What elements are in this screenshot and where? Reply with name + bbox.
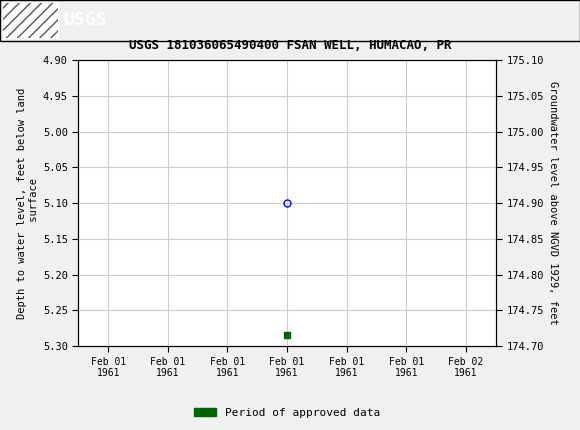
Y-axis label: Groundwater level above NGVD 1929, feet: Groundwater level above NGVD 1929, feet <box>548 81 558 325</box>
Bar <box>3 3 58 37</box>
Y-axis label: Depth to water level, feet below land
 surface: Depth to water level, feet below land su… <box>17 88 39 319</box>
Legend: Period of approved data: Period of approved data <box>190 403 385 422</box>
Text: USGS: USGS <box>63 12 106 29</box>
Text: USGS 181036065490400 FSAN WELL, HUMACAO, PR: USGS 181036065490400 FSAN WELL, HUMACAO,… <box>129 40 451 52</box>
Bar <box>3 3 58 37</box>
